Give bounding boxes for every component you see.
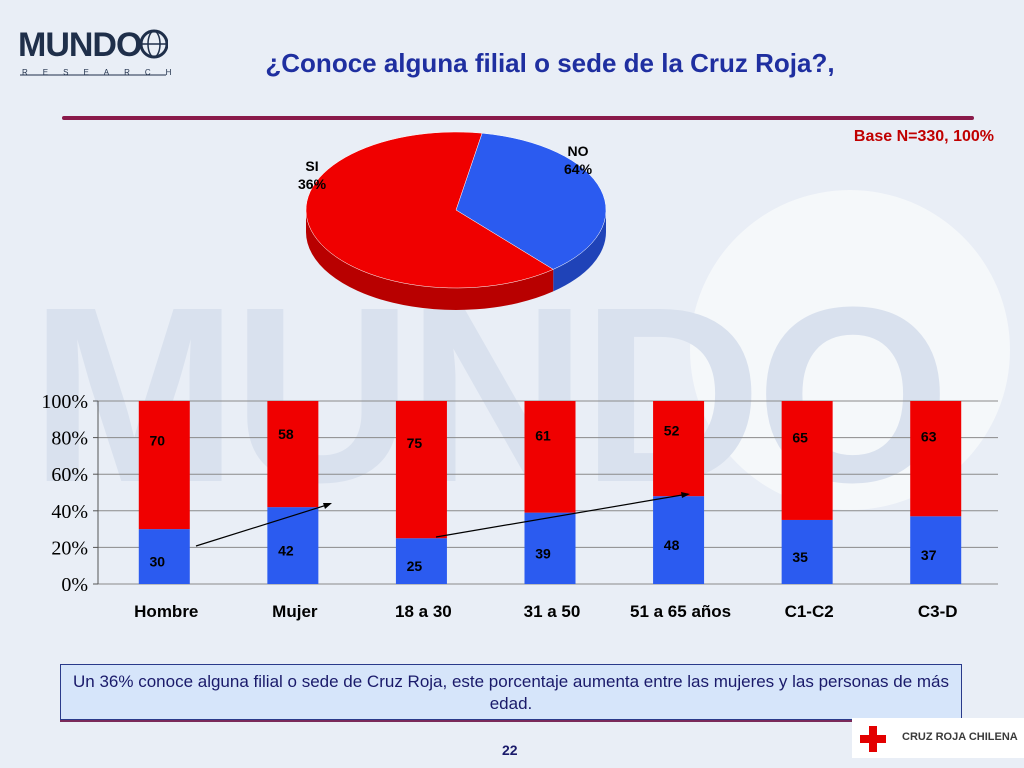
bar-label-no: 58 xyxy=(278,426,294,442)
title-divider xyxy=(62,116,974,120)
trend-arrow-gender xyxy=(195,503,331,547)
bar-segment-no xyxy=(653,401,705,497)
bar-segment-si xyxy=(395,538,447,584)
x-category-label: Hombre xyxy=(134,602,198,621)
bar-segment-no xyxy=(395,401,447,539)
pie-slice-side-si xyxy=(553,210,606,292)
bar-segment-no xyxy=(524,401,576,513)
bar-segment-si xyxy=(267,507,319,584)
bar-label-no: 63 xyxy=(921,429,937,445)
y-tick-label: 20% xyxy=(51,537,88,559)
y-tick-label: 0% xyxy=(61,574,88,596)
pie-label-no-name: NO xyxy=(567,143,589,159)
trend-arrowhead-age xyxy=(681,492,690,498)
bar-label-si: 48 xyxy=(664,537,680,553)
pie-label-si-value: 36% xyxy=(298,176,327,192)
bar-segment-si xyxy=(781,519,833,584)
y-tick-label: 100% xyxy=(41,391,88,413)
bar-label-no: 52 xyxy=(664,423,680,439)
bar-segment-no xyxy=(267,401,319,508)
globe-icon xyxy=(20,29,168,76)
logo-sub: RESEARCH xyxy=(22,68,187,77)
logo-name: MUNDO xyxy=(18,26,142,64)
bar-label-no: 75 xyxy=(407,435,423,451)
y-tick-label: 40% xyxy=(51,501,88,523)
page-number: 22 xyxy=(502,742,518,758)
mundo-research-logo: MUNDO RESEARCH xyxy=(18,20,171,80)
pie-slice-no xyxy=(305,131,554,289)
bar-label-no: 70 xyxy=(149,432,165,448)
bar-segment-si xyxy=(138,529,190,584)
cruz-roja-logo: CRUZ ROJA CHILENA xyxy=(852,718,1024,758)
pie-label-si-name: SI xyxy=(305,158,319,174)
x-category-label: Mujer xyxy=(272,602,318,621)
pie-slice-si xyxy=(455,132,607,270)
bar-label-si: 37 xyxy=(921,547,937,563)
bar-label-no: 61 xyxy=(535,427,551,443)
pie-label-no: NO 64% xyxy=(564,142,592,178)
x-category-label: 18 a 30 xyxy=(395,602,452,621)
x-category-label: C3-D xyxy=(918,602,958,621)
y-tick-label: 80% xyxy=(51,428,88,450)
page-title: ¿Conoce alguna filial o sede de la Cruz … xyxy=(265,48,835,78)
x-category-label: C1-C2 xyxy=(785,602,834,621)
bar-segment-no xyxy=(781,401,833,520)
bar-label-no: 65 xyxy=(792,430,808,446)
bar-label-si: 39 xyxy=(535,545,551,561)
pie-label-si: SI 36% xyxy=(298,157,326,193)
bar-label-si: 30 xyxy=(149,554,165,570)
bar-segment-no xyxy=(910,401,962,517)
summary-box: Un 36% conoce alguna filial o sede de Cr… xyxy=(60,664,962,720)
bar-segment-si xyxy=(653,496,705,584)
bar-label-si: 42 xyxy=(278,543,294,559)
cruz-roja-name: CRUZ ROJA CHILENA xyxy=(902,731,1018,743)
bar-segment-no xyxy=(138,401,190,530)
y-tick-label: 60% xyxy=(51,464,88,486)
bar-label-si: 25 xyxy=(407,558,423,574)
x-category-label: 51 a 65 años xyxy=(630,602,731,621)
trend-arrowhead-gender xyxy=(323,503,332,509)
pie-chart xyxy=(305,131,607,310)
trend-arrow-age xyxy=(435,493,689,538)
bar-segment-si xyxy=(524,512,576,584)
red-cross-icon xyxy=(860,726,886,752)
bar-segment-si xyxy=(910,516,962,584)
stacked-bar-chart: 0% 20% 40% 60% 80% 100% 30 70 Hombre 42 58 Mujer 25… xyxy=(41,391,998,621)
bar-label-si: 35 xyxy=(792,549,808,565)
base-note: Base N=330, 100% xyxy=(853,128,994,145)
x-category-label: 31 a 50 xyxy=(524,602,581,621)
pie-label-no-value: 64% xyxy=(564,161,593,177)
pie-slice-side-no xyxy=(306,210,554,310)
